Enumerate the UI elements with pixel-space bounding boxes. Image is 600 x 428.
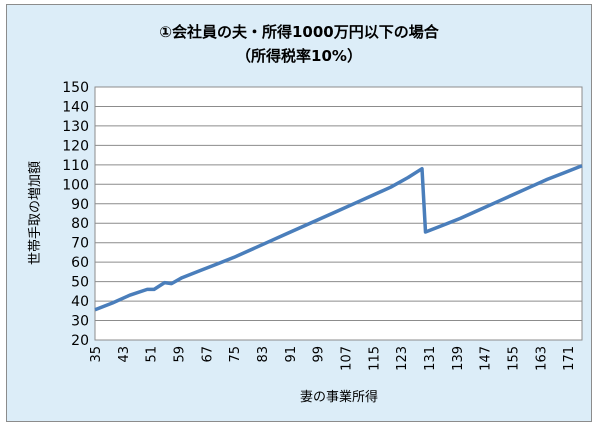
y-tick-label: 120 bbox=[62, 138, 89, 154]
y-tick-label: 150 bbox=[62, 80, 89, 96]
x-tick-label: 67 bbox=[200, 346, 215, 363]
x-tick-label: 131 bbox=[423, 346, 438, 371]
x-tick-label: 83 bbox=[256, 346, 271, 363]
chart-frame: ①会社員の夫・所得1000万円以下の場合 （所得税率10%） 20 30 40 50 6… bbox=[6, 4, 592, 422]
y-tick-label: 100 bbox=[62, 177, 89, 193]
x-tick-label: 51 bbox=[145, 346, 160, 363]
chart-subtitle: （所得税率10%） bbox=[236, 47, 362, 65]
x-axis-title: 妻の事業所得 bbox=[300, 389, 378, 405]
chart-svg: ①会社員の夫・所得1000万円以下の場合 （所得税率10%） 20 30 40 50 6… bbox=[28, 23, 583, 405]
y-tick-label: 40 bbox=[71, 294, 89, 310]
series-layer bbox=[94, 164, 583, 312]
y-tick-label: 110 bbox=[62, 158, 89, 174]
plot-area bbox=[94, 86, 583, 341]
y-tick-label: 130 bbox=[62, 119, 89, 135]
x-tick-label: 123 bbox=[395, 346, 410, 371]
x-tick-label: 35 bbox=[89, 346, 104, 363]
x-tick-label: 115 bbox=[367, 346, 382, 371]
x-tick-label: 139 bbox=[451, 346, 466, 371]
x-tick-label: 75 bbox=[228, 346, 243, 363]
x-tick-label: 43 bbox=[117, 346, 132, 363]
y-tick-label: 30 bbox=[71, 314, 89, 330]
chart-title: ①会社員の夫・所得1000万円以下の場合 bbox=[159, 23, 439, 41]
x-tick-label: 171 bbox=[562, 346, 577, 371]
x-tick-label: 147 bbox=[479, 346, 494, 371]
series-line bbox=[94, 164, 583, 312]
y-tick-label: 140 bbox=[62, 99, 89, 115]
y-tick-label: 50 bbox=[71, 275, 89, 291]
x-tick-label: 163 bbox=[534, 346, 549, 371]
x-tick-label: 155 bbox=[506, 346, 521, 371]
y-tick-label: 20 bbox=[71, 333, 89, 349]
y-tick-label: 60 bbox=[71, 255, 89, 271]
x-tick-label: 107 bbox=[339, 346, 354, 371]
x-tick-label: 59 bbox=[172, 346, 187, 363]
y-axis-title: 世帯手取の増加額 bbox=[28, 161, 43, 265]
y-tick-label: 90 bbox=[71, 197, 89, 213]
x-tick-label: 99 bbox=[312, 346, 327, 363]
y-tick-label: 80 bbox=[71, 216, 89, 232]
x-axis-ticks: 35 43 51 59 67 75 83 91 99 107 115 123 131 139 147 155 1… bbox=[89, 346, 577, 371]
y-axis-ticks: 20 30 40 50 60 70 80 90 100 110 120 130 140 150 bbox=[62, 80, 89, 349]
y-tick-label: 70 bbox=[71, 236, 89, 252]
x-tick-label: 91 bbox=[284, 346, 299, 363]
